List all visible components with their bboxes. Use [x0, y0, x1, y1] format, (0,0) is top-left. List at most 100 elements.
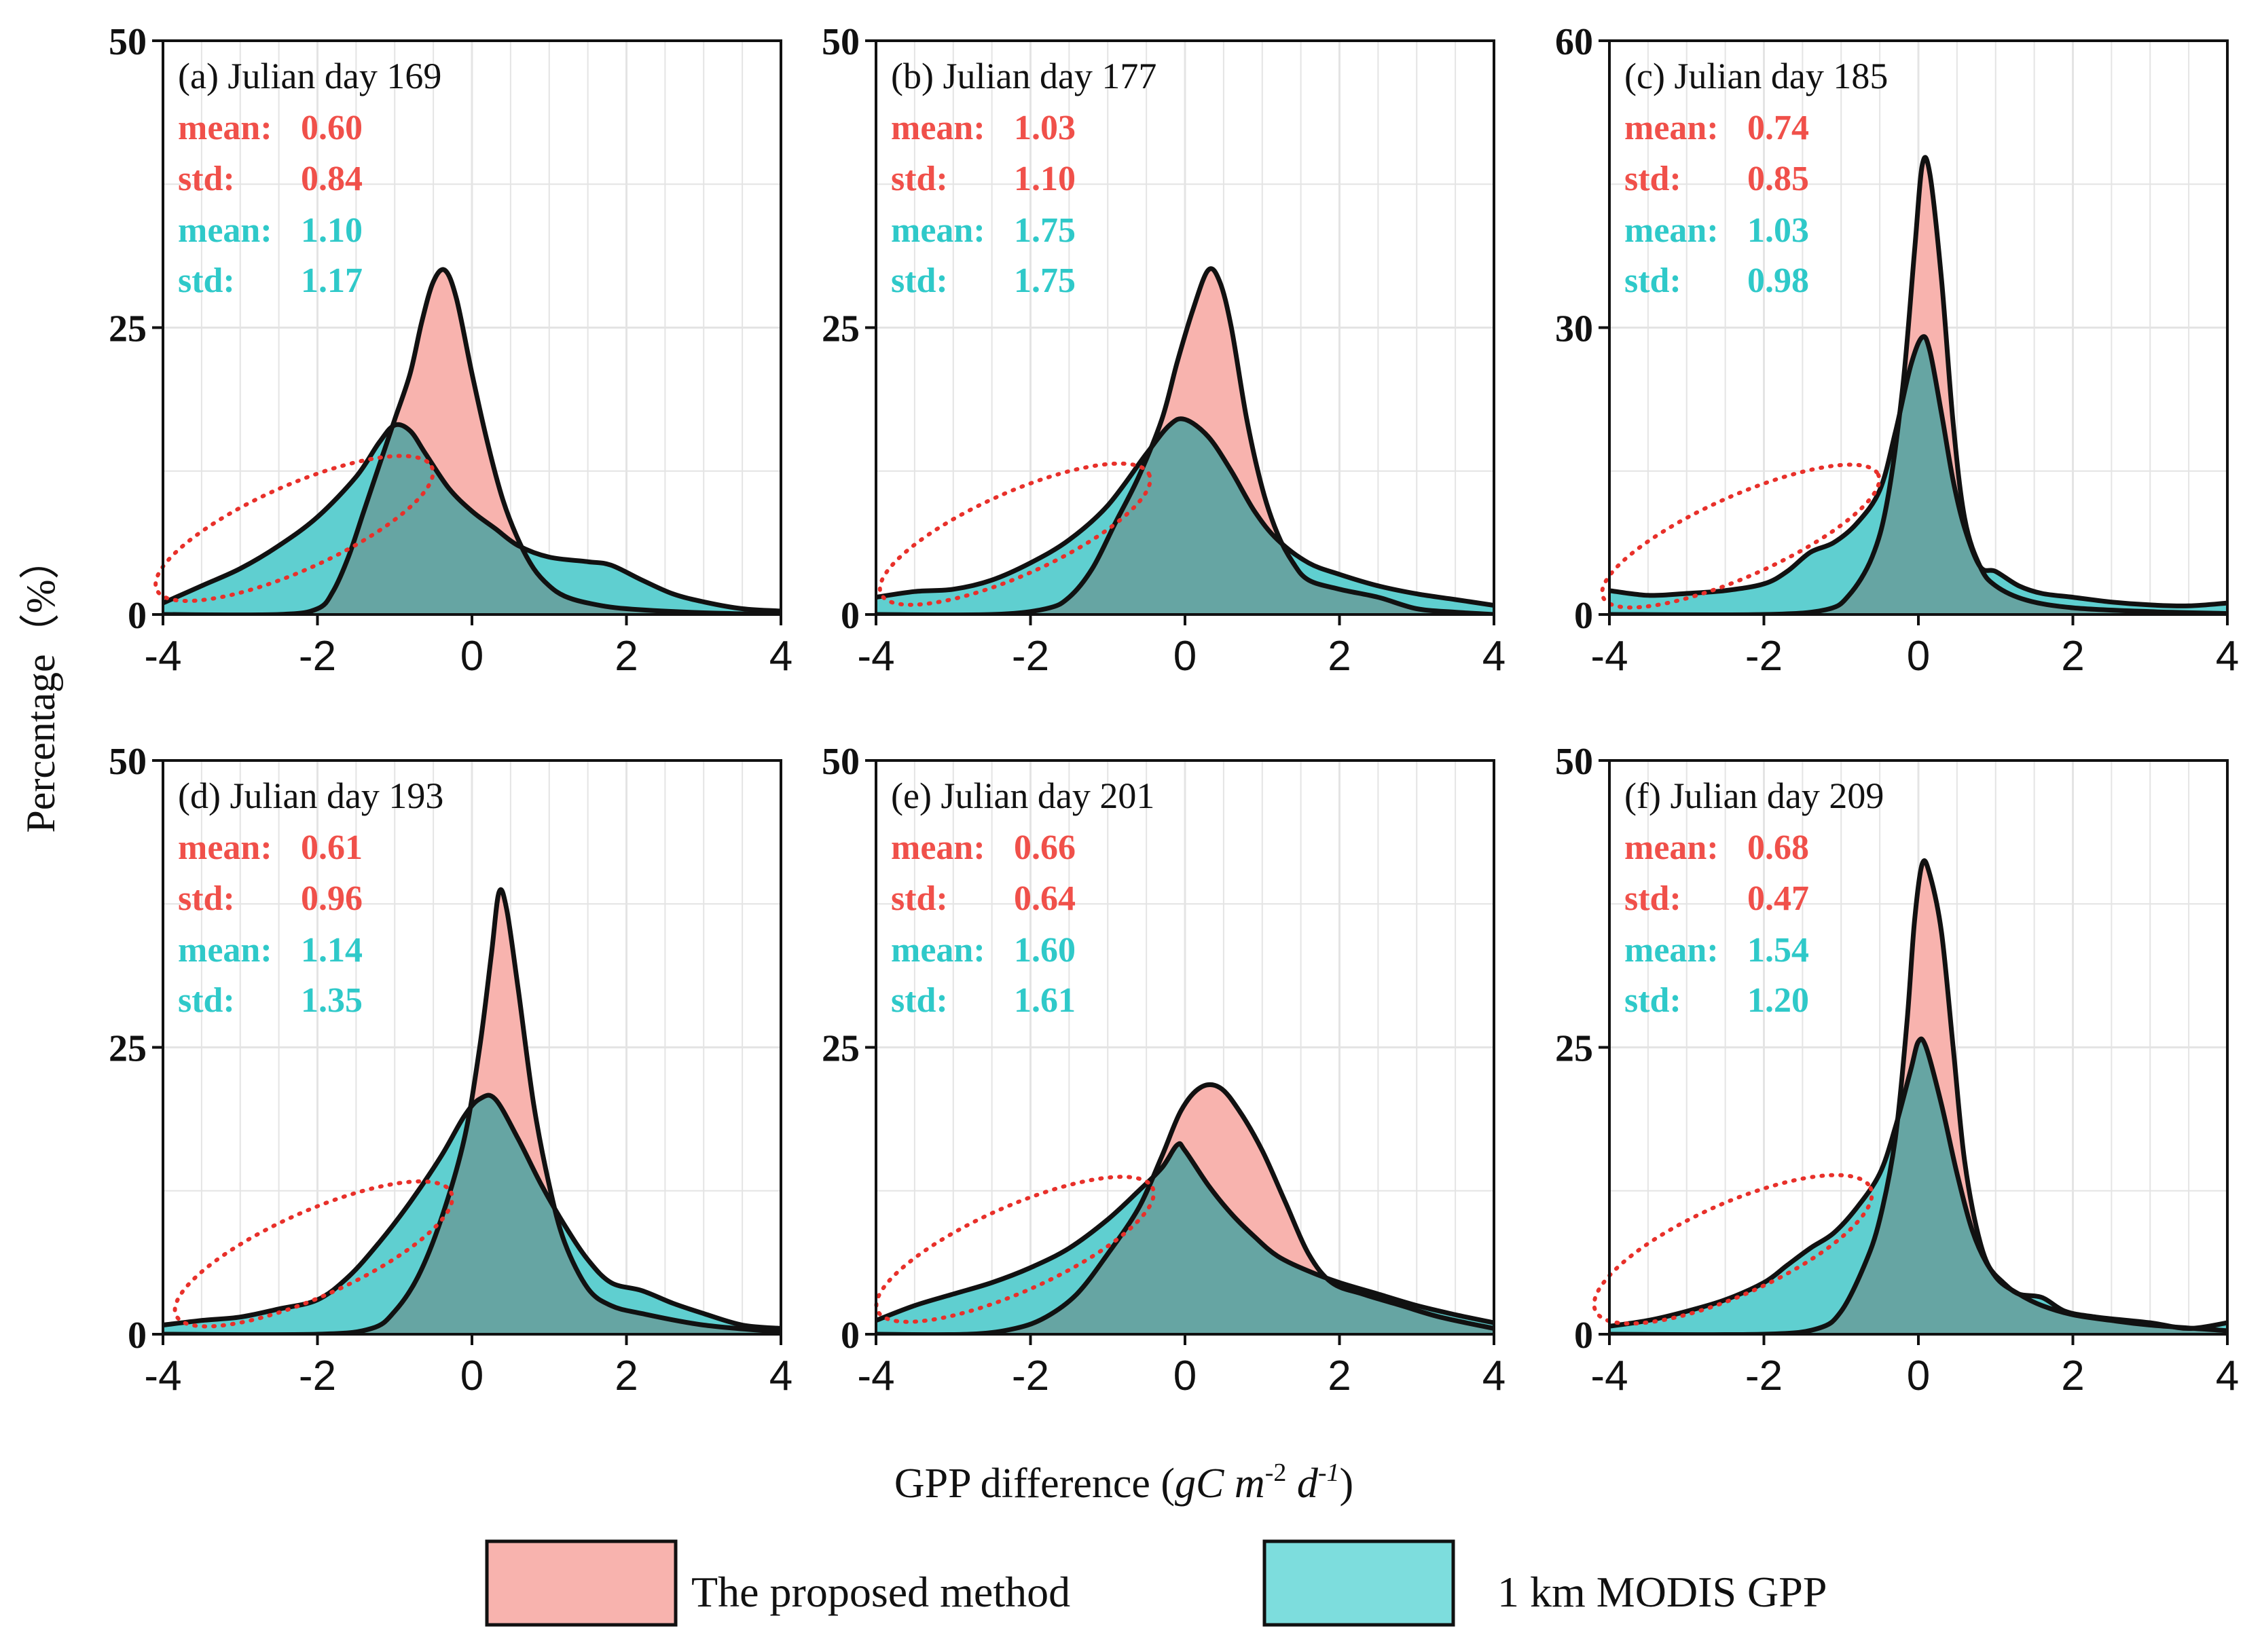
y-tick-label: 50	[109, 741, 147, 783]
y-axis-label: Percentage（%）	[18, 538, 63, 832]
x-tick-label: 4	[769, 1353, 792, 1399]
panel-title: (e) Julian day 201	[891, 775, 1154, 816]
proposed-mean-value: 1.03	[1014, 109, 1076, 147]
axis-ticks: -4 -2 0 2 4 0 25 50	[109, 21, 792, 680]
density-areas	[163, 267, 781, 614]
proposed-mean-label: mean:	[178, 828, 272, 867]
modis-std-value: 1.75	[1014, 261, 1076, 300]
modis-std-value: 1.17	[301, 261, 363, 300]
proposed-std-label: std:	[178, 879, 235, 918]
y-tick-label: 25	[109, 1028, 147, 1070]
density-areas	[1609, 155, 2227, 614]
axis-ticks: -4 -2 0 2 4 0 25 50	[822, 21, 1506, 680]
panel-title: (c) Julian day 185	[1624, 56, 1888, 96]
proposed-std-label: std:	[1624, 879, 1681, 918]
y-tick-label: 0	[841, 595, 860, 637]
legend-label-modis: 1 km MODIS GPP	[1497, 1568, 1827, 1616]
proposed-method-line	[876, 1082, 1494, 1334]
proposed-method-area	[163, 269, 781, 614]
modis-gpp-line	[163, 422, 781, 614]
panel-e: -4 -2 0 2 4 0 25 50 (e) Julian day 201 mean: 0.…	[822, 741, 1506, 1399]
x-tick-label: 2	[615, 633, 638, 680]
x-tick-label: -2	[1012, 1353, 1049, 1399]
x-tick-label: 4	[2216, 633, 2239, 680]
panel-d: -4 -2 0 2 4 0 25 50 (d) Julian day 193 mean: 0.…	[109, 741, 792, 1399]
proposed-method-line	[163, 887, 781, 1334]
modis-mean-value: 1.03	[1747, 211, 1809, 250]
proposed-method-line	[876, 266, 1494, 614]
proposed-mean-label: mean:	[1624, 828, 1719, 867]
y-tick-label: 0	[841, 1315, 860, 1357]
modis-gpp-line	[1609, 334, 2227, 608]
highlight-ellipse	[877, 461, 1152, 607]
modis-mean-value: 1.14	[301, 931, 363, 970]
modis-mean-label: mean:	[1624, 211, 1719, 250]
x-tick-label: -4	[1590, 633, 1628, 680]
x-tick-label: 2	[615, 1353, 638, 1399]
legend-swatch-proposed	[485, 1539, 678, 1627]
x-tick-label: 2	[2061, 1353, 2084, 1399]
modis-mean-value: 1.60	[1014, 931, 1076, 970]
modis-mean-value: 1.10	[301, 211, 363, 250]
panel-title: (a) Julian day 169	[178, 56, 441, 96]
proposed-mean-label: mean:	[1624, 109, 1719, 147]
density-areas	[876, 1082, 1494, 1334]
x-tick-label: 0	[1907, 1353, 1930, 1399]
panel-title: (d) Julian day 193	[178, 775, 443, 816]
axis-ticks: -4 -2 0 2 4 0 25 50	[822, 741, 1506, 1399]
axis-ticks: -4 -2 0 2 4 0 25 50	[1555, 741, 2239, 1399]
proposed-mean-label: mean:	[891, 109, 985, 147]
x-tick-label: -2	[1745, 633, 1783, 680]
x-axis-unit-d-exp: -1	[1318, 1458, 1340, 1487]
x-axis-label-main: GPP difference (	[894, 1461, 1175, 1507]
x-tick-label: -2	[1745, 1353, 1783, 1399]
x-tick-label: 2	[1328, 1353, 1351, 1399]
y-tick-label: 30	[1555, 308, 1593, 350]
proposed-std-value: 0.96	[301, 879, 363, 918]
x-tick-label: 2	[1328, 633, 1351, 680]
x-axis-label-close: )	[1340, 1461, 1354, 1507]
x-tick-label: 0	[1907, 633, 1930, 680]
proposed-mean-value: 0.68	[1747, 828, 1809, 867]
x-tick-label: 0	[460, 633, 484, 680]
highlight-ellipse-group	[877, 461, 1152, 607]
legend: The proposed method 1 km MODIS GPP	[485, 1539, 1827, 1627]
proposed-mean-label: mean:	[178, 109, 272, 147]
x-tick-label: -4	[857, 1353, 894, 1399]
proposed-std-value: 0.84	[301, 160, 363, 198]
modis-std-label: std:	[178, 981, 235, 1020]
proposed-std-value: 0.47	[1747, 879, 1809, 918]
highlight-ellipse-group	[172, 1179, 455, 1329]
axis-ticks: -4 -2 0 2 4 0 30 60	[1555, 21, 2239, 680]
x-tick-label: 2	[2061, 633, 2084, 680]
modis-mean-value: 1.75	[1014, 211, 1076, 250]
x-axis-unit-gc: gC	[1175, 1461, 1224, 1507]
proposed-method-line	[1609, 858, 2227, 1334]
y-tick-label: 25	[109, 308, 147, 350]
density-areas	[1609, 858, 2227, 1334]
panel-a: -4 -2 0 2 4 0 25 50 (a) Julian day 169 mean: 0.…	[109, 21, 792, 680]
x-tick-label: -4	[857, 633, 894, 680]
modis-gpp-line	[876, 416, 1494, 608]
highlight-ellipse	[172, 1179, 455, 1329]
y-tick-label: 0	[128, 1315, 147, 1357]
y-tick-label: 0	[1574, 1315, 1593, 1357]
highlight-ellipse	[874, 1175, 1156, 1324]
proposed-mean-value: 0.60	[301, 109, 363, 147]
y-tick-label: 25	[822, 308, 860, 350]
modis-std-label: std:	[891, 261, 948, 300]
x-axis-unit-d: d	[1297, 1461, 1319, 1507]
modis-mean-label: mean:	[891, 211, 985, 250]
modis-mean-label: mean:	[178, 931, 272, 970]
x-tick-label: 0	[1173, 633, 1197, 680]
x-tick-label: 0	[460, 1353, 484, 1399]
modis-std-label: std:	[1624, 261, 1681, 300]
y-tick-label: 0	[1574, 595, 1593, 637]
modis-gpp-line	[876, 1141, 1494, 1325]
modis-mean-label: mean:	[891, 931, 985, 970]
proposed-std-label: std:	[891, 879, 948, 918]
proposed-std-value: 0.85	[1747, 160, 1809, 198]
modis-std-value: 1.35	[301, 981, 363, 1020]
x-axis-unit-m-exp: -2	[1265, 1458, 1287, 1487]
